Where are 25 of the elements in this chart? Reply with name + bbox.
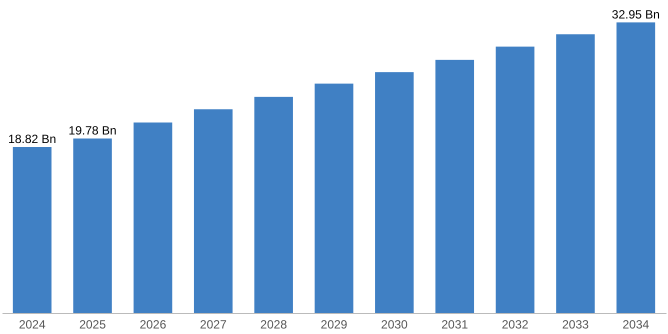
bar xyxy=(314,84,354,313)
x-tick-label: 2027 xyxy=(200,318,227,332)
bar xyxy=(435,60,474,313)
x-tick-label: 2033 xyxy=(562,318,590,332)
bar xyxy=(12,146,52,313)
x-tick-label: 2030 xyxy=(381,318,408,332)
x-tick-label: 2032 xyxy=(502,318,529,332)
bar xyxy=(375,72,414,313)
bar xyxy=(496,46,534,313)
bar xyxy=(254,96,293,313)
data-label: 32.95 Bn xyxy=(612,7,660,22)
data-label: 19.78 Bn xyxy=(68,124,117,138)
x-tick-label: 2028 xyxy=(260,318,288,332)
x-tick-label: 2029 xyxy=(320,318,348,332)
bar xyxy=(556,34,595,313)
bar xyxy=(73,138,112,313)
data-label: 18.82 Bn xyxy=(8,132,56,146)
bar xyxy=(134,122,172,313)
bar xyxy=(616,22,656,313)
x-tick-label: 2025 xyxy=(79,318,106,332)
x-tick-label: 2034 xyxy=(622,318,650,332)
x-tick-label: 2026 xyxy=(140,318,167,332)
x-tick-label: 2024 xyxy=(18,318,46,332)
x-tick-label: 2031 xyxy=(441,318,468,332)
bar xyxy=(194,109,233,313)
